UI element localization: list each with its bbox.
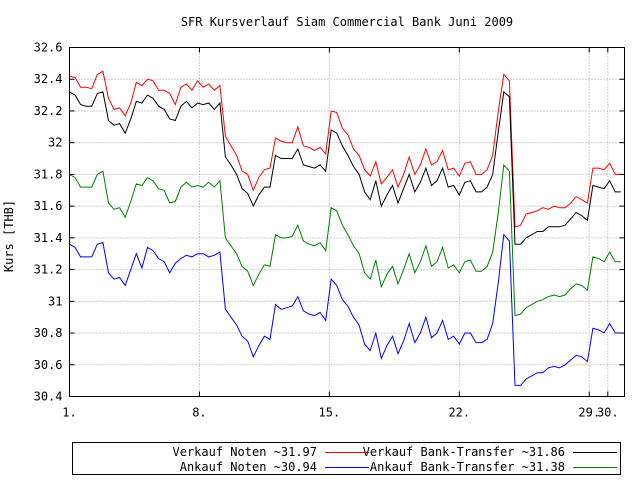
y-tick-label: 31.4 [34, 231, 63, 245]
legend-label: Verkauf Bank-Transfer ~31.86 [362, 445, 565, 459]
x-tick-label: 29. [578, 406, 600, 420]
y-tick-label: 30.4 [34, 390, 63, 404]
legend-swatch [573, 467, 617, 468]
x-tick-label: 22. [448, 406, 470, 420]
series-group [69, 70, 621, 386]
x-axis-ticks: 1. 8. 15. 22. 29.30. [62, 47, 619, 420]
y-tick-label: 32.2 [34, 104, 63, 118]
legend-swatch [573, 452, 617, 453]
legend-item: Ankauf Noten ~30.94 [73, 460, 369, 475]
legend-item: Verkauf Noten ~31.97 [73, 445, 369, 460]
x-tick-label: 1. [62, 406, 76, 420]
legend: Verkauf Noten ~31.97 Ankauf Noten ~30.94… [72, 442, 621, 475]
legend-item: Ankauf Bank-Transfer ~31.38 [369, 460, 617, 475]
chart-title: SFR Kursverlauf Siam Commercial Bank Jun… [181, 15, 513, 29]
series-line [69, 233, 621, 386]
y-tick-label: 31.6 [34, 199, 63, 213]
legend-label: Verkauf Noten ~31.97 [172, 445, 318, 459]
line-chart: SFR Kursverlauf Siam Commercial Bank Jun… [2, 15, 625, 420]
legend-label: Ankauf Bank-Transfer ~31.38 [369, 460, 565, 474]
y-tick-label: 31.2 [34, 263, 63, 277]
legend-swatch [325, 452, 369, 453]
series-line [69, 70, 621, 228]
legend-swatch [325, 467, 369, 468]
legend-item: Verkauf Bank-Transfer ~31.86 [363, 445, 617, 460]
legend-label: Ankauf Noten ~30.94 [179, 460, 317, 474]
y-tick-label: 31.8 [34, 167, 63, 181]
y-tick-label: 32.4 [34, 72, 63, 86]
series-line [69, 90, 621, 245]
x-tick-label: 30. [597, 406, 619, 420]
y-tick-label: 30.6 [34, 358, 63, 372]
grid [69, 47, 625, 397]
y-tick-label: 30.8 [34, 326, 63, 340]
y-axis-label: Kurs [THB] [2, 200, 16, 272]
x-tick-label: 8. [192, 406, 206, 420]
y-tick-label: 31 [48, 294, 62, 308]
y-tick-label: 32 [48, 136, 62, 150]
plot-frame [69, 47, 625, 397]
y-axis-ticks: 30.4 30.6 30.8 31 31.2 31.4 31.6 31.8 32 32.2 32.4… [34, 41, 625, 404]
series-line [69, 163, 621, 317]
y-tick-label: 32.6 [34, 41, 63, 55]
x-tick-label: 15. [319, 406, 341, 420]
